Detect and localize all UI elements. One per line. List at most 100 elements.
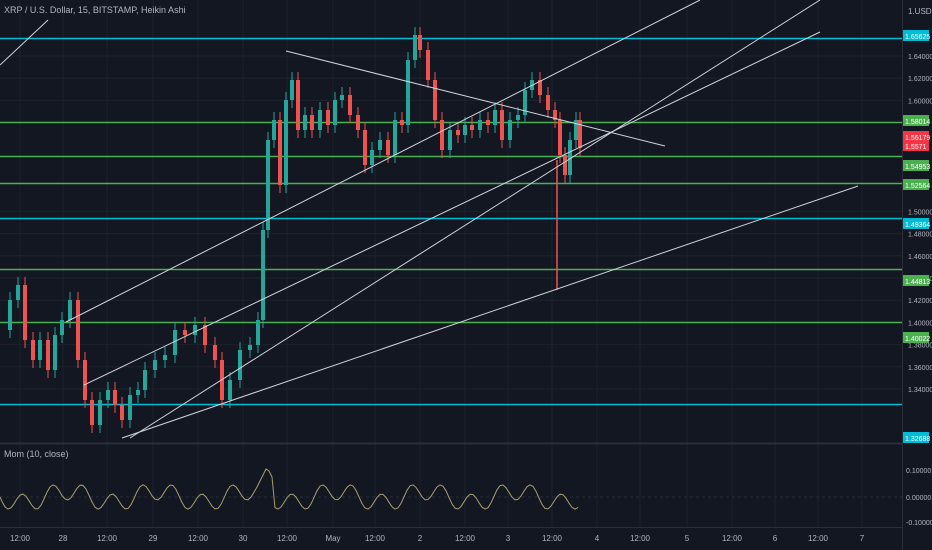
price-badge-label: 1.58014: [905, 119, 930, 126]
time-tick: May: [325, 534, 340, 543]
time-tick: 12:00: [97, 534, 118, 543]
price-badge: [903, 160, 929, 171]
candle-body: [356, 115, 360, 130]
candle-body: [433, 80, 437, 120]
time-tick: 28: [59, 534, 68, 543]
price-badge-label: 1.32688: [905, 436, 930, 443]
candle-body: [272, 120, 276, 140]
candle-body: [173, 330, 177, 355]
price-tick: 1.46000: [908, 254, 932, 261]
price-badge-label: 1.40022: [905, 336, 930, 343]
candle-body: [378, 140, 382, 150]
candle-body: [456, 130, 460, 135]
candle-body: [213, 345, 217, 360]
candle-body: [568, 140, 572, 175]
candle-body: [38, 340, 42, 360]
price-axis-currency: 1.USD: [908, 7, 932, 16]
candle-body: [266, 140, 270, 230]
candle-body: [363, 130, 367, 165]
candle-body: [143, 370, 147, 390]
candle-body: [493, 110, 497, 125]
candle-body: [538, 80, 542, 95]
price-badge-label: 1.44813: [905, 279, 930, 286]
momentum-tick: 0.10000: [906, 468, 931, 475]
trendline[interactable]: [121, 185, 859, 439]
price-badge-label: 1.54953: [905, 164, 930, 171]
trendline[interactable]: [0, 19, 49, 66]
candle-body: [76, 300, 80, 360]
symbol-title[interactable]: XRP / U.S. Dollar, 15, BITSTAMP, Heikin …: [4, 5, 186, 15]
price-badge-label: 1.49364: [905, 222, 930, 229]
candle-body: [426, 50, 430, 80]
price-badge-label: 1.56179: [905, 135, 930, 142]
candle-body: [440, 120, 444, 150]
time-tick: 12:00: [277, 534, 298, 543]
time-tick: 4: [595, 534, 600, 543]
candle-body: [290, 80, 294, 100]
candle-body: [500, 110, 504, 140]
candle-body: [578, 120, 582, 148]
candle-body: [16, 285, 20, 300]
candle-body: [523, 90, 527, 115]
candle-body: [296, 80, 300, 130]
candle-body: [228, 380, 232, 400]
momentum-title[interactable]: Mom (10, close): [4, 449, 69, 459]
candle-body: [470, 125, 474, 130]
candle-body: [60, 320, 64, 335]
candle-body: [83, 360, 87, 400]
candle-body: [486, 120, 490, 125]
candles: [8, 27, 582, 433]
price-badge: [903, 140, 929, 151]
trendline[interactable]: [65, 0, 701, 323]
price-tick: 1.48000: [908, 232, 932, 239]
candle-body: [326, 110, 330, 125]
candle-body: [153, 360, 157, 370]
candle-body: [46, 340, 50, 370]
candle-body: [333, 100, 337, 125]
candle-body: [238, 350, 242, 380]
candle-body: [261, 230, 265, 320]
grid: [0, 0, 902, 527]
candle-body: [53, 335, 57, 370]
time-tick: 30: [239, 534, 248, 543]
candle-body: [310, 115, 314, 130]
candle-body: [136, 390, 140, 395]
price-tick: 1.50000: [908, 209, 932, 216]
trendline[interactable]: [83, 31, 821, 386]
candle-body: [128, 395, 132, 420]
candle-body: [418, 35, 422, 50]
price-badge: [903, 179, 929, 190]
candle-body: [348, 95, 352, 115]
candle-body: [393, 120, 397, 155]
trendlines[interactable]: [0, 0, 859, 439]
time-tick: 12:00: [365, 534, 386, 543]
candle-body: [508, 120, 512, 140]
candle-body: [340, 95, 344, 100]
price-tick: 1.36000: [908, 365, 932, 372]
candle-body: [120, 405, 124, 420]
time-tick: 12:00: [455, 534, 476, 543]
price-badge: [903, 275, 929, 286]
time-tick: 12:00: [808, 534, 829, 543]
candle-body: [386, 140, 390, 155]
momentum-tick: 0.00000: [906, 495, 931, 502]
time-tick: 12:00: [188, 534, 209, 543]
time-axis[interactable]: 12:00 28 12:00 29 12:00 30 12:00 May 12:00 2 12:00…: [10, 534, 865, 543]
time-tick: 2: [418, 534, 423, 543]
price-badge-label: 1.65625: [905, 34, 930, 41]
trendline[interactable]: [129, 0, 821, 439]
candle-body: [284, 100, 288, 185]
momentum-series: [0, 468, 902, 510]
time-tick: 7: [860, 534, 865, 543]
candle-body: [163, 355, 167, 360]
candle-body: [563, 155, 567, 175]
candle-body: [413, 35, 417, 60]
trendline[interactable]: [285, 50, 666, 147]
candle-body: [31, 340, 35, 360]
candle-body: [256, 320, 260, 345]
price-tick: 1.40000: [908, 320, 932, 327]
price-tick: 1.42000: [908, 298, 932, 305]
horizontal-levels[interactable]: [0, 37, 902, 406]
time-tick: 29: [149, 534, 158, 543]
